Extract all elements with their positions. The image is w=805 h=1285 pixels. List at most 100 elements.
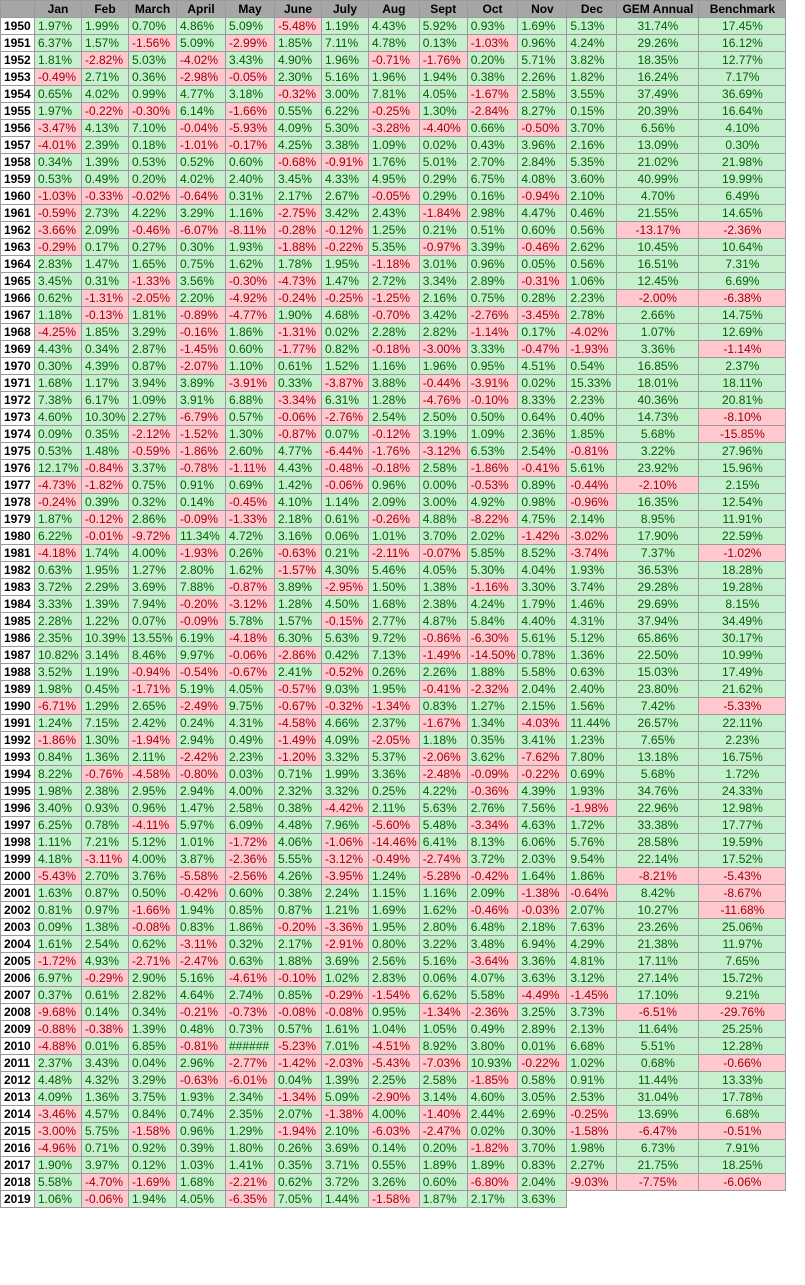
monthly-return-cell: 0.96% <box>466 255 519 273</box>
gem-annual-cell: 1.07% <box>616 323 700 341</box>
monthly-return-cell: -1.72% <box>225 833 275 851</box>
monthly-return-cell: -1.06% <box>321 833 369 851</box>
monthly-return-cell: 2.10% <box>321 1122 369 1140</box>
monthly-return-cell: -0.94% <box>517 187 568 205</box>
monthly-return-cell: 1.06% <box>566 272 618 290</box>
table-row: 2011 2.37% 3.43% 0.04% 2.96% -2.77% -1.42% -2.0… <box>0 1054 787 1072</box>
monthly-return-cell: 2.16% <box>566 136 618 154</box>
monthly-return-cell: 2.83% <box>34 255 82 273</box>
monthly-return-cell: -8.22% <box>466 510 519 528</box>
monthly-return-cell: 1.39% <box>128 1020 177 1038</box>
monthly-return-cell: -0.06% <box>274 408 322 426</box>
monthly-return-cell: -0.70% <box>368 306 420 324</box>
table-row: 2018 5.58% -4.70% -1.69% 1.68% -2.21% 0.62% 3.7… <box>0 1173 787 1191</box>
monthly-return-cell: 4.68% <box>321 306 369 324</box>
monthly-return-cell: 3.87% <box>176 850 226 868</box>
monthly-return-cell: -0.03% <box>517 901 568 919</box>
monthly-return-cell: -0.21% <box>176 1003 226 1021</box>
monthly-return-cell: 3.14% <box>81 646 129 664</box>
monthly-return-cell: 3.30% <box>517 578 568 596</box>
monthly-return-cell: 2.17% <box>466 1190 519 1208</box>
monthly-return-cell: 0.75% <box>128 476 177 494</box>
benchmark-cell: 14.65% <box>698 204 787 222</box>
monthly-return-cell: -1.93% <box>176 544 226 562</box>
monthly-return-cell: -6.30% <box>466 629 519 647</box>
monthly-return-cell: 8.92% <box>418 1037 468 1055</box>
monthly-return-cell: -4.18% <box>34 544 82 562</box>
monthly-return-cell: -1.54% <box>368 986 420 1004</box>
monthly-return-cell: 0.91% <box>176 476 226 494</box>
monthly-return-cell: 2.41% <box>274 663 322 681</box>
monthly-return-cell: -1.38% <box>321 1105 369 1123</box>
monthly-return-cell: -0.06% <box>321 476 369 494</box>
monthly-return-cell: 4.78% <box>368 34 420 52</box>
table-row: 1956 -3.47% 4.13% 7.10% -0.04% -5.93% 4.09% 5.3… <box>0 119 787 137</box>
monthly-return-cell: 0.58% <box>517 1071 568 1089</box>
monthly-return-cell: 4.22% <box>128 204 177 222</box>
monthly-return-cell: 0.54% <box>566 357 618 375</box>
monthly-return-cell: 6.85% <box>128 1037 177 1055</box>
monthly-return-cell: 1.93% <box>225 238 275 256</box>
monthly-return-cell: 3.22% <box>418 935 468 953</box>
table-row: 1953 -0.49% 2.71% 0.36% -2.98% -0.05% 2.30% 5.1… <box>0 68 787 86</box>
monthly-return-cell: -1.82% <box>466 1139 519 1157</box>
monthly-return-cell: 2.96% <box>176 1054 226 1072</box>
monthly-return-cell: 7.96% <box>321 816 369 834</box>
table-row: 2007 0.37% 0.61% 2.82% 4.64% 2.74% 0.85% -0.29%… <box>0 986 787 1004</box>
monthly-return-cell: 0.46% <box>566 204 618 222</box>
monthly-return-cell: 4.60% <box>466 1088 519 1106</box>
monthly-return-cell: -1.16% <box>466 578 519 596</box>
gem-annual-cell: 21.55% <box>616 204 700 222</box>
table-row: 1971 1.68% 1.17% 3.94% 3.89% -3.91% 0.33% -3.87… <box>0 374 787 392</box>
monthly-return-cell: 13.55% <box>128 629 177 647</box>
monthly-return-cell: 4.31% <box>225 714 275 732</box>
monthly-return-cell: 0.52% <box>176 153 226 171</box>
monthly-return-cell: 2.89% <box>466 272 519 290</box>
monthly-return-cell: -6.80% <box>466 1173 519 1191</box>
monthly-return-cell: 9.75% <box>225 697 275 715</box>
monthly-return-cell: 4.30% <box>321 561 369 579</box>
monthly-return-cell: 0.55% <box>368 1156 420 1174</box>
benchmark-cell: 12.28% <box>698 1037 787 1055</box>
benchmark-cell: 2.15% <box>698 476 787 494</box>
year-cell: 1974 <box>0 425 35 443</box>
year-cell: 2005 <box>0 952 35 970</box>
monthly-return-cell: 1.82% <box>566 68 618 86</box>
monthly-return-cell: -4.02% <box>176 51 226 69</box>
monthly-return-cell: -0.30% <box>225 272 275 290</box>
year-cell: 2012 <box>0 1071 35 1089</box>
monthly-return-cell: 1.81% <box>34 51 82 69</box>
gem-annual-cell: 8.95% <box>616 510 700 528</box>
table-row: 1966 0.62% -1.31% -2.05% 2.20% -4.92% -0.24% -0… <box>0 289 787 307</box>
table-row: 1964 2.83% 1.47% 1.65% 0.75% 1.62% 1.78% 1.95% -… <box>0 255 787 273</box>
benchmark-cell: 2.37% <box>698 357 787 375</box>
benchmark-cell: 11.97% <box>698 935 787 953</box>
monthly-return-cell: -2.32% <box>466 680 519 698</box>
year-cell: 2016 <box>0 1139 35 1157</box>
monthly-return-cell: 5.61% <box>566 459 618 477</box>
monthly-return-cell: 2.17% <box>274 187 322 205</box>
monthly-return-cell: 6.37% <box>34 34 82 52</box>
monthly-return-cell: 5.78% <box>225 612 275 630</box>
monthly-return-cell: 1.14% <box>321 493 369 511</box>
monthly-return-cell: -1.49% <box>274 731 322 749</box>
monthly-return-cell: -0.12% <box>368 425 420 443</box>
table-row: 1989 1.98% 0.45% -1.71% 5.19% 4.05% -0.57% 9.03… <box>0 680 787 698</box>
monthly-return-cell: 1.81% <box>128 306 177 324</box>
year-cell: 1973 <box>0 408 35 426</box>
monthly-return-cell: 5.09% <box>176 34 226 52</box>
monthly-return-cell: 4.39% <box>81 357 129 375</box>
monthly-return-cell: 2.24% <box>321 884 369 902</box>
monthly-return-cell: -2.36% <box>225 850 275 868</box>
monthly-return-cell: 2.73% <box>81 204 129 222</box>
monthly-return-cell: 1.36% <box>81 748 129 766</box>
monthly-return-cell: -0.71% <box>368 51 420 69</box>
monthly-return-cell: 2.11% <box>368 799 420 817</box>
monthly-return-cell: -0.28% <box>274 221 322 239</box>
monthly-return-cell: -0.01% <box>81 527 129 545</box>
monthly-return-cell: -0.22% <box>321 238 369 256</box>
monthly-return-cell: 3.25% <box>517 1003 568 1021</box>
benchmark-cell: 19.99% <box>698 170 787 188</box>
monthly-return-cell: 0.60% <box>225 153 275 171</box>
monthly-return-cell: 2.26% <box>418 663 468 681</box>
